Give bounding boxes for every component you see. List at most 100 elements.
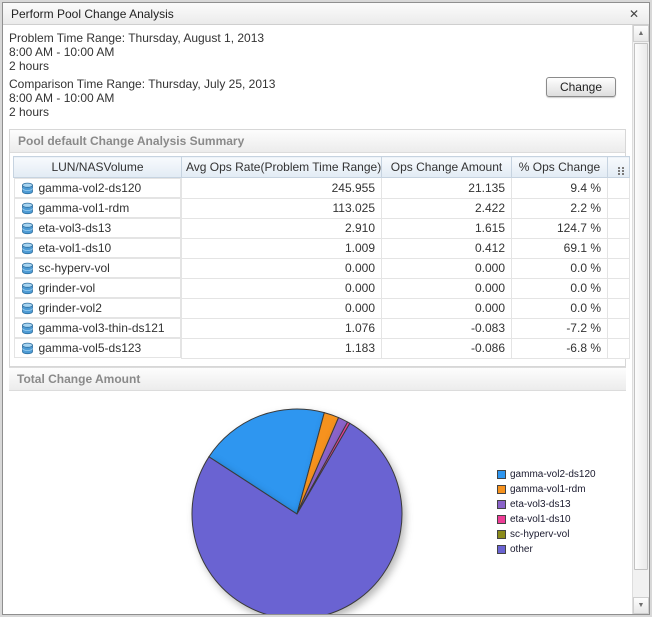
- lun-name: sc-hyperv-vol: [38, 261, 110, 275]
- legend-swatch: [497, 484, 506, 494]
- avg-ops-rate-cell: 0.000: [181, 277, 382, 299]
- change-button[interactable]: Change: [545, 77, 616, 97]
- ops-change-amount-cell: 1.615: [381, 217, 512, 239]
- volume-icon: [21, 182, 34, 195]
- col-header-avg-ops-rate[interactable]: Avg Ops Rate(Problem Time Range): [181, 156, 382, 178]
- pct-ops-change-cell: 0.0 %: [511, 257, 608, 279]
- avg-ops-rate-cell: 0.000: [181, 257, 382, 279]
- legend-label: eta-vol1-ds10: [510, 513, 571, 525]
- lun-name: gamma-vol3-thin-ds121: [38, 321, 165, 335]
- pie-chart-area: gamma-vol2-ds120 gamma-vol1-rdm eta-vol3…: [9, 391, 626, 614]
- volume-icon: [21, 342, 34, 355]
- pie-slice-gamma-vol2-ds120[interactable]: [208, 408, 325, 515]
- col-header-ops-change-amount[interactable]: Ops Change Amount: [381, 156, 512, 178]
- avg-ops-rate-cell: 245.955: [181, 177, 382, 199]
- legend-item-gamma-vol1-rdm: gamma-vol1-rdm: [497, 484, 596, 495]
- col-header-pct-ops-change[interactable]: % Ops Change: [511, 156, 608, 178]
- comparison-range-time: 8:00 AM - 10:00 AM: [9, 91, 115, 105]
- table-row[interactable]: sc-hyperv-vol 0.000 0.000 0.0 %: [13, 257, 630, 279]
- legend-swatch: [497, 529, 506, 539]
- row-end-cell: [607, 337, 630, 359]
- lun-name: eta-vol3-ds13: [38, 221, 112, 235]
- table-row[interactable]: gamma-vol3-thin-ds121 1.076 -0.083 -7.2 …: [13, 317, 630, 339]
- pct-ops-change-cell: 69.1 %: [511, 237, 608, 259]
- row-end-cell: [607, 217, 630, 239]
- pct-ops-change-cell: -7.2 %: [511, 317, 608, 339]
- pie-slice-other[interactable]: [191, 422, 403, 614]
- volume-icon: [21, 322, 34, 335]
- avg-ops-rate-cell: 2.910: [181, 217, 382, 239]
- legend-label: eta-vol3-ds13: [510, 498, 571, 510]
- table-row[interactable]: gamma-vol2-ds120 245.955 21.135 9.4 %: [13, 177, 630, 199]
- scrollbar-thumb[interactable]: [634, 43, 648, 571]
- ops-change-amount-cell: 0.000: [381, 277, 512, 299]
- table-row[interactable]: gamma-vol5-ds123 1.183 -0.086 -6.8 %: [13, 337, 630, 359]
- legend-item-gamma-vol2-ds120: gamma-vol2-ds120: [497, 469, 596, 480]
- table-row[interactable]: eta-vol3-ds13 2.910 1.615 124.7 %: [13, 217, 630, 239]
- total-change-amount-title: Total Change Amount: [9, 366, 626, 391]
- volume-icon: [21, 262, 34, 275]
- pct-ops-change-cell: 124.7 %: [511, 217, 608, 239]
- pct-ops-change-cell: 9.4 %: [511, 177, 608, 199]
- col-header-lun[interactable]: LUN/NASVolume: [13, 156, 182, 178]
- row-end-cell: [607, 257, 630, 279]
- legend-swatch: [497, 514, 506, 524]
- row-end-cell: [607, 237, 630, 259]
- avg-ops-rate-cell: 0.000: [181, 297, 382, 319]
- lun-name: gamma-vol1-rdm: [38, 201, 130, 215]
- legend-swatch: [497, 469, 506, 479]
- legend-label: sc-hyperv-vol: [510, 528, 570, 540]
- volume-icon: [21, 242, 34, 255]
- legend-item-other: other: [497, 544, 596, 555]
- scrollbar-track[interactable]: [633, 42, 649, 597]
- row-end-cell: [607, 177, 630, 199]
- dialog-title: Perform Pool Change Analysis: [11, 6, 174, 21]
- row-end-cell: [607, 317, 630, 339]
- summary-panel-title: Pool default Change Analysis Summary: [10, 130, 625, 153]
- lun-name: eta-vol1-ds10: [38, 241, 112, 255]
- ops-change-amount-cell: -0.083: [381, 317, 512, 339]
- lun-name: grinder-vol: [38, 281, 96, 295]
- dialog-content: Problem Time Range: Thursday, August 1, …: [3, 25, 632, 614]
- problem-range-time: 8:00 AM - 10:00 AM: [9, 45, 115, 59]
- lun-name: gamma-vol5-ds123: [38, 341, 142, 355]
- problem-range-date: Thursday, August 1, 2013: [128, 31, 265, 45]
- scroll-up-icon: ▲: [637, 30, 645, 37]
- scroll-down-button[interactable]: ▼: [633, 597, 649, 614]
- pct-ops-change-cell: -6.8 %: [511, 337, 608, 359]
- comparison-range-duration: 2 hours: [9, 105, 50, 119]
- table-row[interactable]: grinder-vol2 0.000 0.000 0.0 %: [13, 297, 630, 319]
- dialog-titlebar[interactable]: Perform Pool Change Analysis ✕: [3, 3, 649, 25]
- comparison-time-range: Comparison Time Range: Thursday, July 25…: [9, 77, 626, 119]
- comparison-range-label: Comparison Time Range:: [9, 77, 146, 91]
- ops-change-amount-cell: 21.135: [381, 177, 512, 199]
- close-icon[interactable]: ✕: [628, 6, 639, 21]
- problem-range-heading: Problem Time Range: Thursday, August 1, …: [9, 31, 626, 45]
- table-row[interactable]: gamma-vol1-rdm 113.025 2.422 2.2 %: [13, 197, 630, 219]
- problem-range-duration: 2 hours: [9, 59, 50, 73]
- legend-item-eta-vol1-ds10: eta-vol1-ds10: [497, 514, 596, 525]
- vertical-scrollbar[interactable]: ▲ ▼: [632, 25, 649, 614]
- problem-time-range: Problem Time Range: Thursday, August 1, …: [9, 31, 626, 73]
- table-row[interactable]: eta-vol1-ds10 1.009 0.412 69.1 %: [13, 237, 630, 259]
- volume-icon: [21, 222, 34, 235]
- column-options-icon[interactable]: [617, 167, 620, 169]
- row-end-cell: [607, 197, 630, 219]
- comparison-range-date: Thursday, July 25, 2013: [148, 77, 276, 91]
- avg-ops-rate-cell: 1.076: [181, 317, 382, 339]
- problem-range-label: Problem Time Range:: [9, 31, 126, 45]
- summary-table-body: gamma-vol2-ds120 245.955 21.135 9.4 % ga…: [13, 177, 630, 359]
- legend-swatch: [497, 499, 506, 509]
- table-row[interactable]: grinder-vol 0.000 0.000 0.0 %: [13, 277, 630, 299]
- summary-table-header-row: LUN/NASVolume Avg Ops Rate(Problem Time …: [13, 156, 630, 178]
- pie-legend: gamma-vol2-ds120 gamma-vol1-rdm eta-vol3…: [497, 469, 596, 559]
- summary-table-wrap: LUN/NASVolume Avg Ops Rate(Problem Time …: [10, 153, 630, 366]
- scroll-up-button[interactable]: ▲: [633, 25, 649, 42]
- time-ranges: Problem Time Range: Thursday, August 1, …: [9, 31, 626, 119]
- pct-ops-change-cell: 0.0 %: [511, 297, 608, 319]
- dialog-main: Problem Time Range: Thursday, August 1, …: [3, 25, 649, 614]
- ops-change-amount-cell: 0.000: [381, 257, 512, 279]
- column-options-header[interactable]: [607, 156, 630, 178]
